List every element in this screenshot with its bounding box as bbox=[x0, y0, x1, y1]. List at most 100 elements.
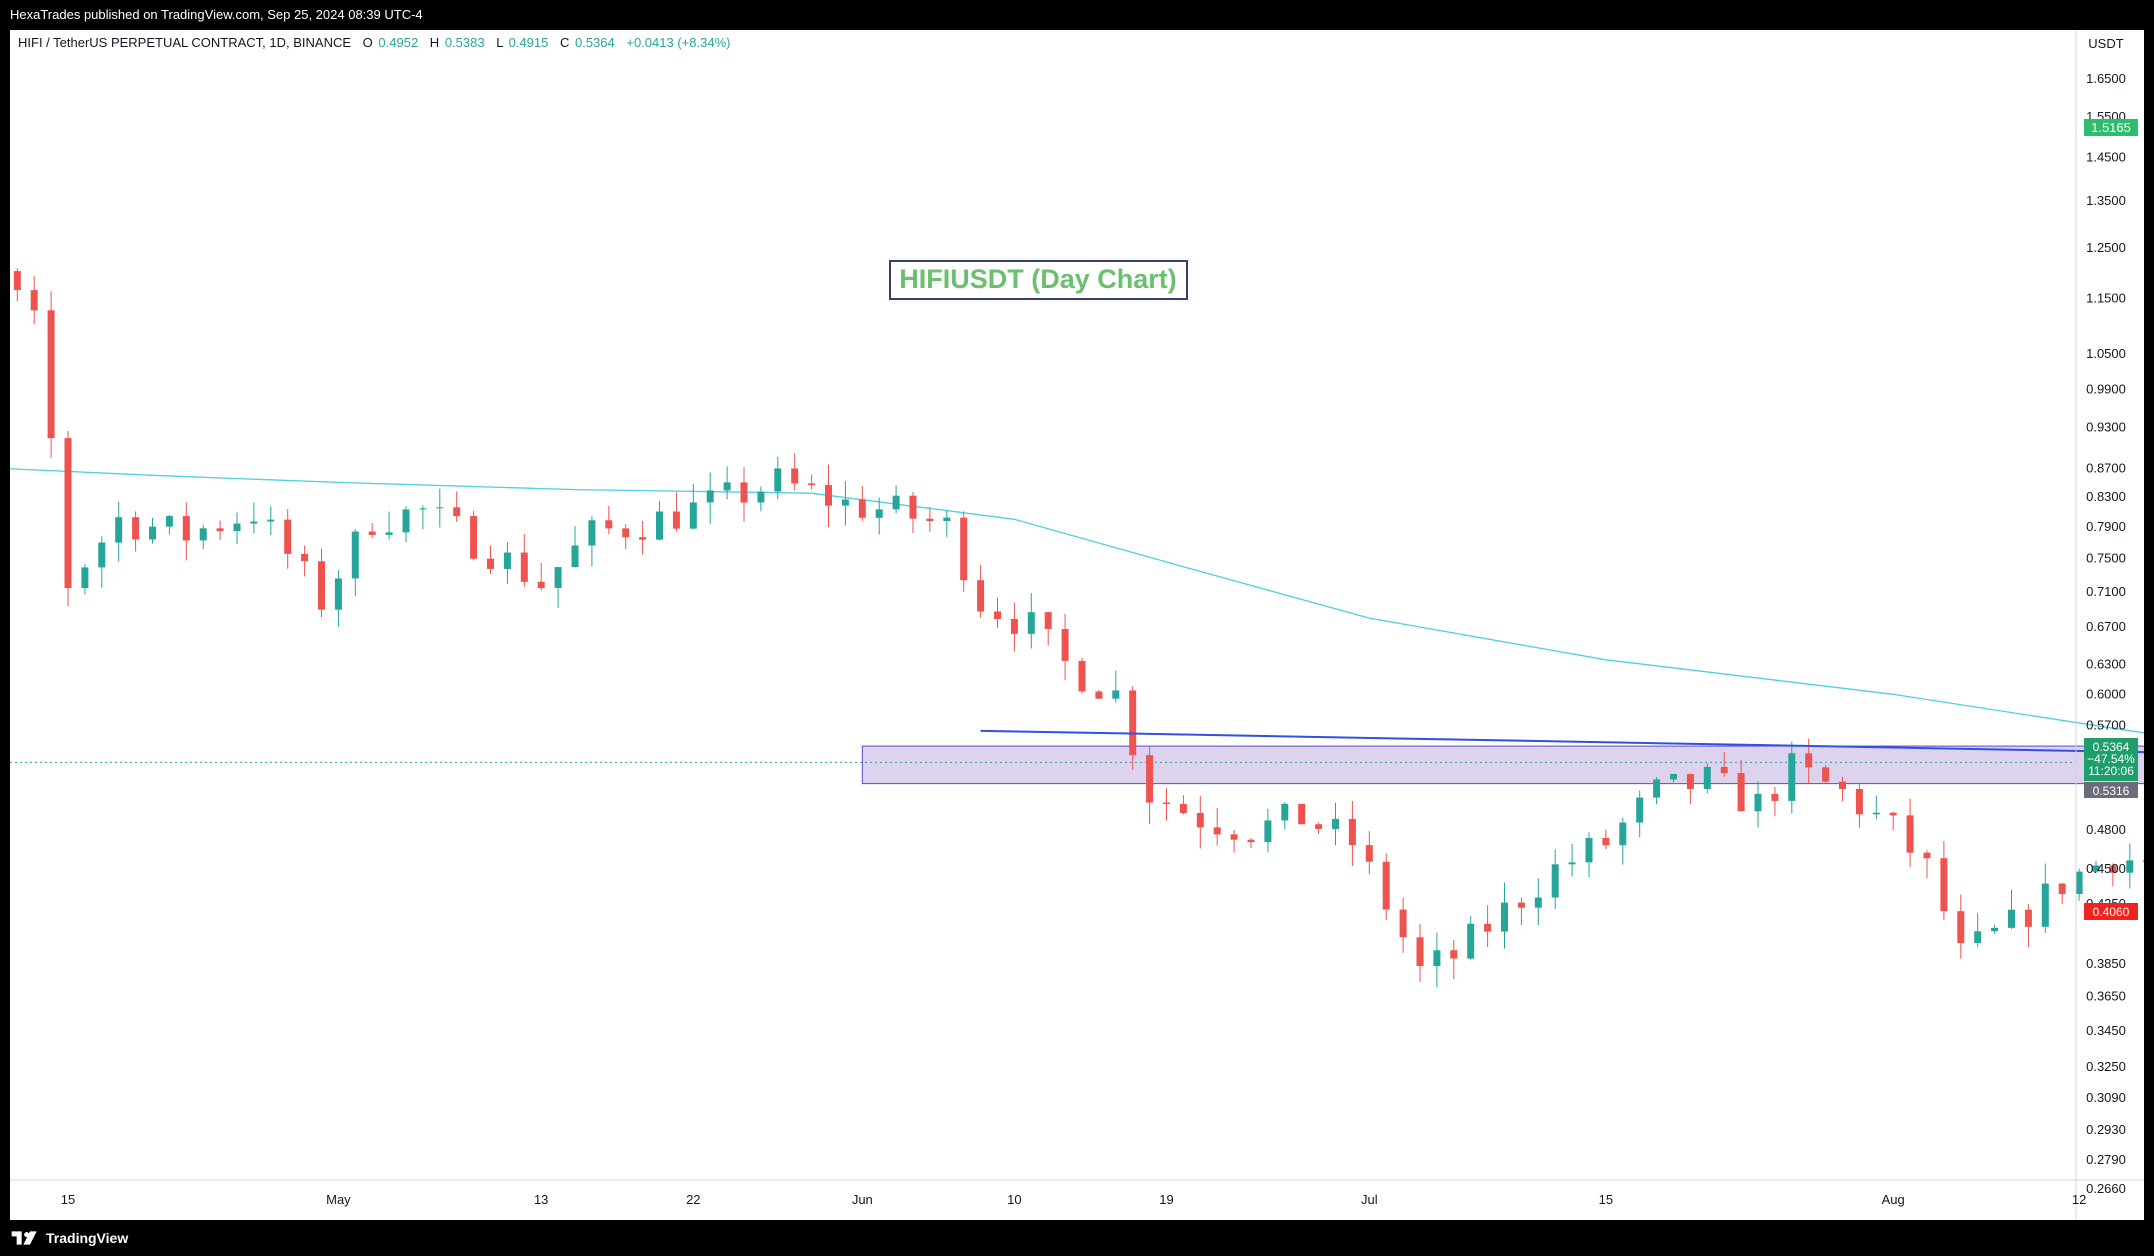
brand-name: TradingView bbox=[46, 1230, 129, 1246]
candle bbox=[30, 275, 38, 325]
candle bbox=[1991, 924, 1999, 934]
candle bbox=[1433, 932, 1441, 988]
candle-body bbox=[1247, 839, 1255, 843]
moving-average-layer bbox=[10, 468, 2144, 734]
price-tick-label: 0.3650 bbox=[2086, 989, 2126, 1004]
candle-body bbox=[1568, 862, 1576, 865]
price-tick-label: 0.3850 bbox=[2086, 956, 2126, 971]
candle-body bbox=[943, 517, 951, 522]
candle-body bbox=[892, 495, 900, 510]
candle-body bbox=[81, 567, 89, 589]
candle-body bbox=[13, 271, 21, 291]
candle bbox=[1450, 939, 1458, 980]
candle-body bbox=[1923, 852, 1931, 859]
candle bbox=[791, 453, 799, 491]
candle-body bbox=[1315, 824, 1323, 829]
candle-body bbox=[385, 532, 393, 535]
ohlc-legend: HIFI / TetherUS PERPETUAL CONTRACT, 1D, … bbox=[18, 35, 730, 50]
svg-text:11:20:06: 11:20:06 bbox=[2088, 764, 2134, 778]
candle-body bbox=[1940, 858, 1948, 912]
candle-body bbox=[622, 528, 630, 538]
high-value: 0.5383 bbox=[445, 35, 485, 50]
candle-body bbox=[689, 502, 697, 529]
candle-body bbox=[1467, 923, 1475, 959]
candle-body bbox=[554, 567, 562, 588]
candle bbox=[1010, 602, 1018, 652]
candle bbox=[1568, 844, 1576, 877]
candle-body bbox=[1517, 902, 1525, 908]
candle bbox=[689, 483, 697, 530]
candle bbox=[757, 486, 765, 512]
candle bbox=[520, 534, 528, 587]
candle bbox=[2075, 868, 2083, 901]
candle-body bbox=[1822, 767, 1830, 782]
candle-body bbox=[1703, 766, 1711, 789]
candle-body bbox=[1501, 902, 1508, 932]
candle bbox=[1940, 840, 1948, 921]
candle bbox=[1129, 686, 1137, 770]
price-tick-label: 0.8300 bbox=[2086, 489, 2126, 504]
candle-body bbox=[537, 581, 545, 588]
candle-body bbox=[909, 495, 917, 519]
candle bbox=[1332, 802, 1339, 846]
candle-body bbox=[1264, 820, 1272, 843]
chart-title-box[interactable]: HIFIUSDT (Day Chart) bbox=[889, 260, 1188, 300]
candle-body bbox=[2143, 860, 2144, 863]
candle bbox=[1484, 905, 1492, 947]
chart-title: HIFIUSDT (Day Chart) bbox=[899, 264, 1177, 294]
candle bbox=[1602, 829, 1610, 850]
candle bbox=[1501, 882, 1508, 949]
candle-body bbox=[571, 545, 579, 568]
time-tick-label: Jun bbox=[852, 1192, 873, 1207]
candle bbox=[1044, 611, 1052, 646]
candle-body bbox=[1619, 822, 1627, 846]
candle bbox=[1822, 765, 1830, 783]
candle-body bbox=[977, 580, 985, 612]
candle bbox=[1855, 784, 1863, 828]
price-tick-label: 1.0500 bbox=[2086, 346, 2126, 361]
candle bbox=[318, 548, 325, 618]
candle bbox=[1416, 923, 1424, 982]
candle bbox=[13, 268, 21, 302]
candle bbox=[1771, 786, 1779, 817]
time-tick-label: 10 bbox=[1007, 1192, 1021, 1207]
candle-body bbox=[875, 509, 883, 518]
candle-body bbox=[1602, 837, 1610, 846]
candle bbox=[994, 597, 1001, 629]
candle bbox=[1247, 838, 1255, 848]
price-tick-label: 1.6500 bbox=[2086, 71, 2126, 86]
candle-body bbox=[1332, 818, 1339, 829]
candle bbox=[1551, 849, 1559, 910]
candle bbox=[199, 524, 207, 550]
candle-body bbox=[639, 537, 647, 540]
candle bbox=[149, 517, 156, 544]
candle bbox=[1534, 878, 1542, 925]
candle-body bbox=[2075, 871, 2083, 895]
high-label: H bbox=[430, 35, 439, 50]
candle-body bbox=[318, 561, 325, 610]
candle bbox=[740, 467, 748, 522]
candle-body bbox=[1044, 612, 1052, 630]
price-tick-label: 0.4800 bbox=[2086, 822, 2126, 837]
candle bbox=[216, 520, 224, 541]
chart-panel[interactable]: 1.6500 1.5500 1.4500 1.3500 1.2500 1.1500 1.05… bbox=[10, 30, 2144, 1220]
candle-body bbox=[1872, 812, 1880, 815]
candle-body bbox=[808, 483, 816, 486]
candle-body bbox=[1889, 812, 1897, 816]
candle bbox=[1112, 670, 1120, 703]
candle bbox=[1872, 795, 1880, 820]
candle-body bbox=[1196, 812, 1204, 828]
candle-body bbox=[791, 468, 799, 484]
candle-body bbox=[1027, 612, 1035, 634]
candle-body bbox=[1805, 753, 1813, 768]
candle bbox=[909, 492, 917, 533]
close-label: C bbox=[560, 35, 569, 50]
candle bbox=[1839, 776, 1846, 802]
candle bbox=[1298, 803, 1306, 825]
candle bbox=[1686, 773, 1694, 804]
price-chart[interactable]: 1.65001.55001.45001.35001.25001.15001.05… bbox=[10, 30, 2144, 1220]
price-tick-label: 0.2930 bbox=[2086, 1122, 2126, 1137]
candle bbox=[1737, 759, 1745, 812]
candle bbox=[487, 545, 494, 574]
candle bbox=[1906, 798, 1914, 867]
